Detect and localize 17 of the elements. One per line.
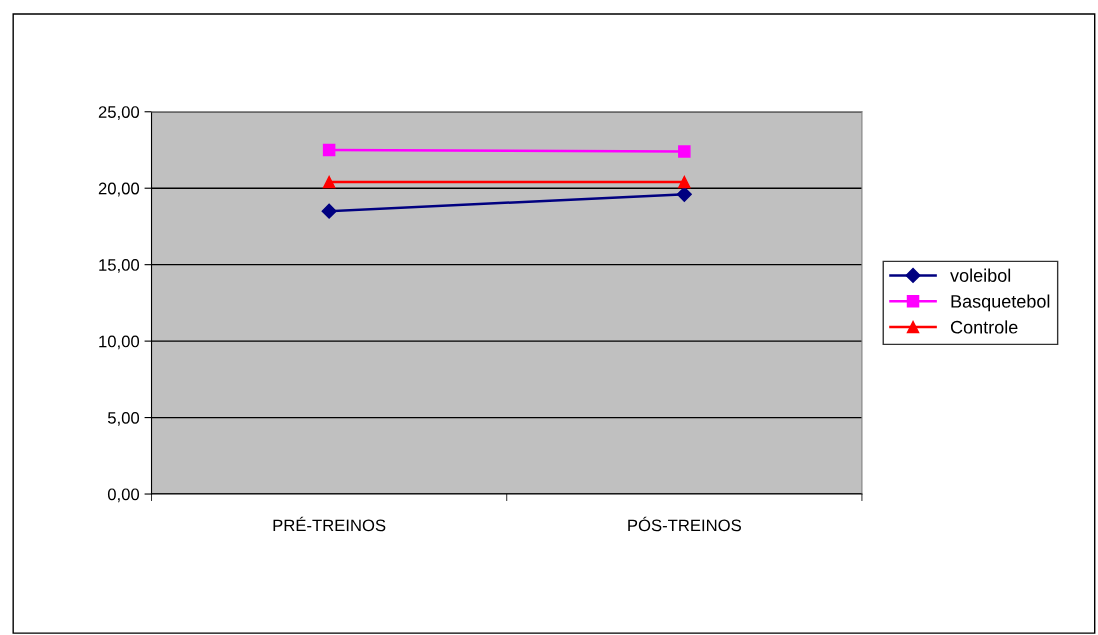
y-tick-label: 0,00 [107,488,140,503]
legend-label: Controle [950,320,1018,334]
y-tick-label: 10,00 [99,335,140,350]
y-tick-label: 20,00 [98,182,140,197]
point [321,203,337,219]
y-tick-label: 5,00 [107,411,140,426]
point [322,143,336,157]
legend-label: voleibol [950,268,1011,282]
y-tick-label: 15,00 [99,259,140,273]
point [678,175,691,189]
y-tick-label: 25,00 [98,106,140,120]
x-tick-label: PRÉ-TREINOS [273,516,386,532]
point [678,145,691,158]
x-tick-label: PÓS-TREINOS [628,516,741,532]
legend-label: Basquetebol [951,294,1050,312]
point [676,186,692,202]
point [322,175,336,189]
